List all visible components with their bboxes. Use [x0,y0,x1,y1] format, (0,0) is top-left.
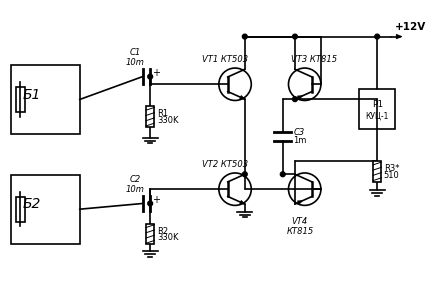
Bar [11,65,80,134]
Text: VT4
КТ815: VT4 КТ815 [286,217,313,236]
Text: 330K: 330K [157,116,178,125]
Text: R3*: R3* [384,164,399,173]
Text: VT2 КТ503: VT2 КТ503 [203,160,249,169]
Text: +12V: +12V [395,22,427,32]
Polygon shape [298,96,303,99]
Bar [146,106,154,127]
Text: 1m: 1m [293,136,307,145]
Bar [359,89,395,129]
Text: 510: 510 [384,171,399,180]
Text: VT3 КТ815: VT3 КТ815 [291,55,337,64]
Text: C2
10m: C2 10m [126,175,144,194]
Bar [11,175,80,244]
Text: КУЦ-1: КУЦ-1 [366,112,389,121]
Text: R2: R2 [157,227,168,236]
Circle shape [375,34,380,39]
Text: +: + [152,195,160,205]
Circle shape [243,172,247,177]
Text: Б1: Б1 [23,88,41,102]
Text: C1
10m: C1 10m [126,48,144,67]
Bar [146,224,154,245]
Text: C3: C3 [293,128,304,137]
Polygon shape [240,95,245,99]
Circle shape [280,172,285,177]
Text: Б2: Б2 [23,198,41,211]
Text: P1: P1 [372,100,383,109]
Polygon shape [240,200,245,204]
Bar [373,161,381,182]
Text: +: + [152,68,160,78]
Circle shape [243,34,247,39]
Text: VT1 КТ503: VT1 КТ503 [203,55,249,64]
Polygon shape [298,201,303,204]
Polygon shape [396,34,402,39]
Circle shape [148,201,153,206]
Text: 330K: 330K [157,233,178,242]
Circle shape [292,34,298,39]
Bar [16,197,25,221]
Text: R1: R1 [157,109,168,118]
Circle shape [148,74,153,79]
Circle shape [292,97,298,102]
Bar [16,87,25,112]
